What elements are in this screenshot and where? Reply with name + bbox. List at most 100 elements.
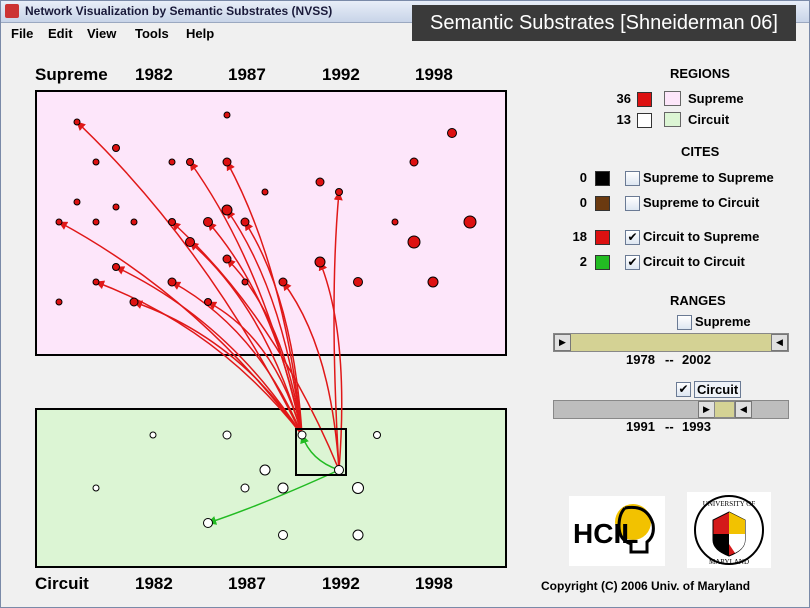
circuit-case-node[interactable] [277,482,289,494]
supreme-case-node[interactable] [407,235,421,249]
supreme-case-node[interactable] [314,256,326,268]
circuit-to-supreme-link [58,221,303,436]
supreme-case-node[interactable] [168,158,176,166]
menu-file[interactable]: File [11,26,34,41]
circuit-to-supreme-link [244,221,303,436]
circuit-region-label: Circuit [35,574,89,593]
umd-seal-bottom-text: MARYLAND [709,558,749,566]
circuit-case-node[interactable] [203,518,213,528]
supreme-case-node[interactable] [185,237,195,247]
circuit-case-node[interactable] [373,431,381,439]
supreme-case-node[interactable] [204,298,212,306]
supreme-case-node[interactable] [92,158,100,166]
cite-checkbox[interactable] [625,196,640,211]
supreme-case-node[interactable] [222,157,232,167]
supreme-case-node[interactable] [335,188,343,196]
network-plot[interactable] [1,81,531,581]
circuit-case-node[interactable] [297,430,307,440]
supreme-case-node[interactable] [409,157,419,167]
supreme-case-node[interactable] [55,298,63,306]
cite-checkbox[interactable]: ✔ [625,230,640,245]
circuit-to-supreme-link [171,221,340,471]
supreme-case-node[interactable] [315,177,325,187]
supreme-case-node[interactable] [55,218,63,226]
supreme-case-node[interactable] [203,217,213,227]
menu-view[interactable]: View [87,26,117,41]
supreme-case-node[interactable] [92,278,100,286]
slider-left-thumb-icon[interactable]: ▶ [698,401,715,418]
supreme-range-slider[interactable] [553,333,789,352]
supreme-case-node[interactable] [112,263,120,271]
supreme-region-color[interactable] [664,91,681,106]
regions-count: 13 [616,112,631,127]
cite-checkbox[interactable]: ✔ [625,255,640,270]
cite-checkbox[interactable] [625,171,640,186]
supreme-case-node[interactable] [130,218,138,226]
menu-edit[interactable]: Edit [48,26,73,41]
cite-color-swatch[interactable] [595,171,610,186]
supreme-case-node[interactable] [168,218,176,226]
supreme-case-node[interactable] [92,218,100,226]
supreme-year-label: 1987 [228,65,266,84]
circuit-range-end: 1993 [682,419,711,434]
circuit-range-selection[interactable] [714,401,735,418]
supreme-case-node[interactable] [221,204,233,216]
cites-count: 2 [579,254,587,269]
supreme-case-node[interactable] [278,277,288,287]
supreme-case-node[interactable] [261,188,269,196]
range-supreme-checkbox[interactable] [677,315,692,330]
circuit-year-label: 1982 [135,574,173,593]
circuit-year-label: 1998 [415,574,453,593]
supreme-region-label: Supreme [35,65,108,84]
supreme-case-node[interactable] [391,218,399,226]
cites-count: 0 [579,195,587,210]
slider-right-thumb-icon[interactable]: ◀ [735,401,752,418]
slider-right-thumb-icon[interactable]: ◀ [771,334,788,351]
supreme-case-node[interactable] [427,276,439,288]
supreme-case-node[interactable] [73,198,81,206]
supreme-case-node[interactable] [463,215,477,229]
slider-left-thumb-icon[interactable]: ▶ [554,334,571,351]
supreme-case-node[interactable] [112,203,120,211]
circuit-node-swatch[interactable] [637,113,652,128]
menu-tools[interactable]: Tools [135,26,169,41]
supreme-case-node[interactable] [240,217,250,227]
circuit-to-circuit-link [207,469,340,525]
circuit-to-supreme-link [282,281,340,471]
supreme-case-node[interactable] [73,118,81,126]
supreme-node-swatch[interactable] [637,92,652,107]
supreme-case-node[interactable] [447,128,457,138]
cite-color-swatch[interactable] [595,196,610,211]
circuit-to-supreme-link [133,300,303,436]
circuit-case-node[interactable] [352,482,364,494]
circuit-case-node[interactable] [352,529,364,541]
range-supreme-label: Supreme [695,314,751,329]
circuit-case-node[interactable] [222,430,232,440]
supreme-case-node[interactable] [167,277,177,287]
range-circuit-label: Circuit [694,381,742,398]
circuit-region-color[interactable] [664,112,681,127]
menu-help[interactable]: Help [186,26,215,41]
supreme-year-label: 1992 [322,65,360,84]
circuit-range-slider[interactable] [553,400,789,419]
supreme-case-node[interactable] [241,278,249,286]
supreme-case-node[interactable] [223,111,231,119]
supreme-case-node[interactable] [353,277,363,287]
range-separator: -- [665,419,674,434]
range-circuit-checkbox[interactable]: ✔ [676,382,691,397]
supreme-case-node[interactable] [112,144,120,152]
circuit-case-node[interactable] [278,530,288,540]
circuit-year-label: 1992 [322,574,360,593]
supreme-case-node[interactable] [129,297,139,307]
supreme-case-node[interactable] [222,254,232,264]
circuit-case-node[interactable] [334,465,344,475]
cite-color-swatch[interactable] [595,230,610,245]
circuit-case-node[interactable] [240,483,250,493]
cite-color-swatch[interactable] [595,255,610,270]
cite-label: Supreme to Supreme [643,170,774,185]
circuit-case-node[interactable] [149,431,157,439]
circuit-case-node[interactable] [259,464,271,476]
selection-box[interactable] [295,428,347,476]
circuit-case-node[interactable] [92,484,100,492]
supreme-case-node[interactable] [186,158,194,166]
